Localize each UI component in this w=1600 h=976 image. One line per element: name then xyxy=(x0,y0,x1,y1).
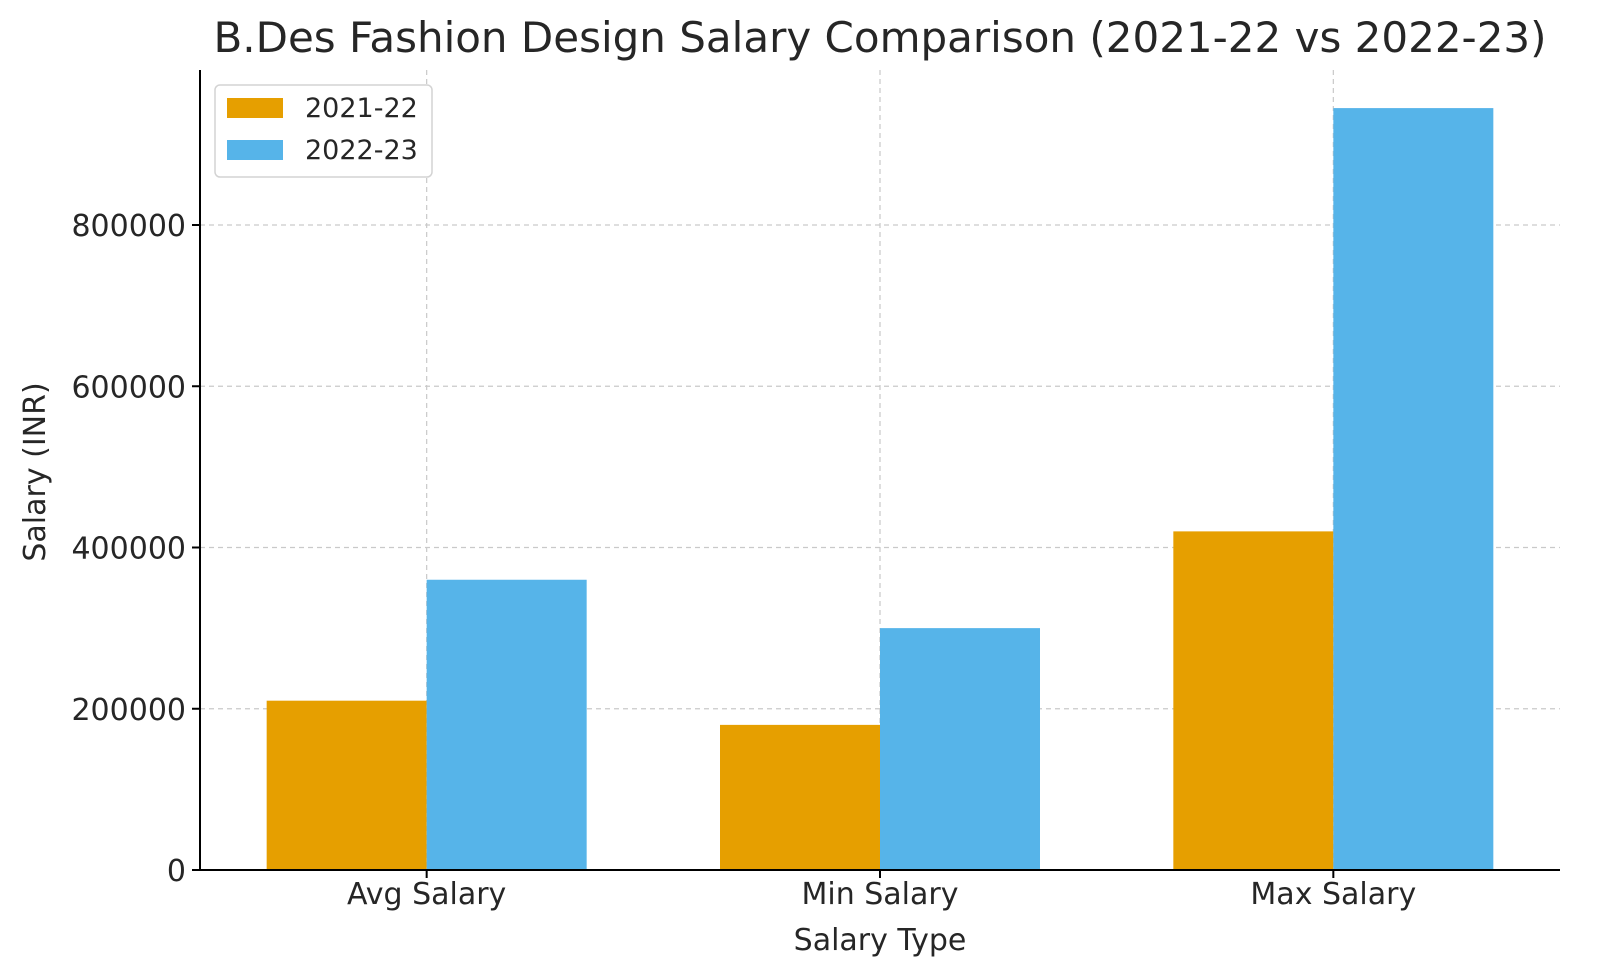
y-tick-label-2: 400000 xyxy=(71,532,186,567)
x-tick-label-2: Max Salary xyxy=(1250,877,1416,912)
y-tick-label-1: 200000 xyxy=(71,693,186,728)
y-tick-label-0: 0 xyxy=(167,854,186,889)
chart-title: B.Des Fashion Design Salary Comparison (… xyxy=(213,13,1546,62)
x-axis-label: Salary Type xyxy=(794,923,967,958)
legend-swatch-2022-23 xyxy=(227,140,283,160)
bar-2021-22-min-salary xyxy=(720,724,880,870)
y-tick-label-3: 600000 xyxy=(71,370,186,405)
y-tick-label-4: 800000 xyxy=(71,209,186,244)
legend: 2021-22 2022-23 xyxy=(214,84,433,178)
legend-label-2021-22: 2021-22 xyxy=(305,93,418,124)
bars xyxy=(266,108,1494,870)
bar-2022-23-avg-salary xyxy=(426,579,587,870)
bar-2022-23-max-salary xyxy=(1333,108,1494,870)
bar-2021-22-max-salary xyxy=(1173,531,1334,870)
x-tick-label-0: Avg Salary xyxy=(347,877,506,912)
bar-2022-23-min-salary xyxy=(880,628,1040,870)
legend-label-2022-23: 2022-23 xyxy=(305,135,418,166)
x-tick-label-1: Min Salary xyxy=(801,877,958,912)
y-ticks: 0 200000 400000 600000 800000 xyxy=(71,209,200,889)
bar-2021-22-avg-salary xyxy=(266,700,427,870)
y-axis-label: Salary (INR) xyxy=(18,382,53,561)
legend-swatch-2021-22 xyxy=(227,98,283,118)
x-ticks: Avg Salary Min Salary Max Salary xyxy=(347,870,1416,912)
